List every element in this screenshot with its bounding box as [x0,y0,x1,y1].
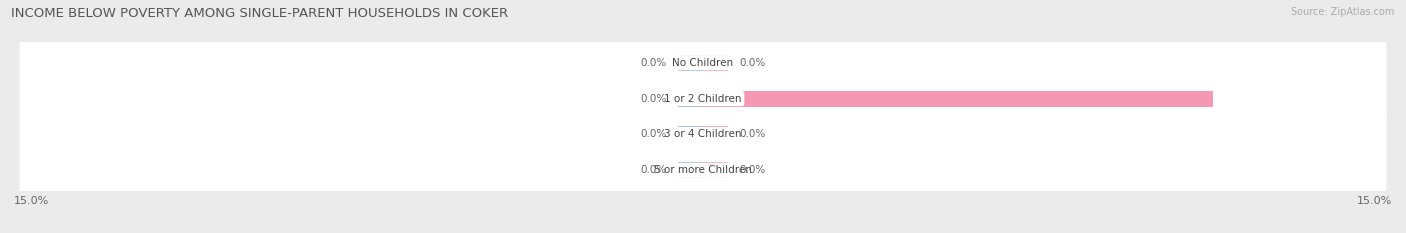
Text: 11.1%: 11.1% [1225,94,1257,104]
Text: 0.0%: 0.0% [740,129,766,139]
Bar [703,127,728,142]
Text: 0.0%: 0.0% [640,94,666,104]
Text: 15.0%: 15.0% [14,196,49,206]
Text: 0.0%: 0.0% [640,165,666,175]
Text: No Children: No Children [672,58,734,68]
Text: 5 or more Children: 5 or more Children [654,165,752,175]
Bar [678,91,703,106]
Bar [678,127,703,142]
Bar [678,55,703,71]
Bar [703,55,728,71]
Text: 1 or 2 Children: 1 or 2 Children [664,94,742,104]
FancyBboxPatch shape [20,74,1386,123]
Text: Source: ZipAtlas.com: Source: ZipAtlas.com [1291,7,1395,17]
Text: 15.0%: 15.0% [1357,196,1392,206]
FancyBboxPatch shape [20,110,1386,159]
Bar [678,162,703,178]
Bar [703,91,1213,106]
FancyBboxPatch shape [20,146,1386,195]
Bar [703,162,728,178]
Text: 3 or 4 Children: 3 or 4 Children [664,129,742,139]
Text: 0.0%: 0.0% [640,129,666,139]
Text: 0.0%: 0.0% [740,165,766,175]
Text: INCOME BELOW POVERTY AMONG SINGLE-PARENT HOUSEHOLDS IN COKER: INCOME BELOW POVERTY AMONG SINGLE-PARENT… [11,7,509,20]
FancyBboxPatch shape [20,38,1386,87]
Text: 0.0%: 0.0% [740,58,766,68]
Text: 0.0%: 0.0% [640,58,666,68]
